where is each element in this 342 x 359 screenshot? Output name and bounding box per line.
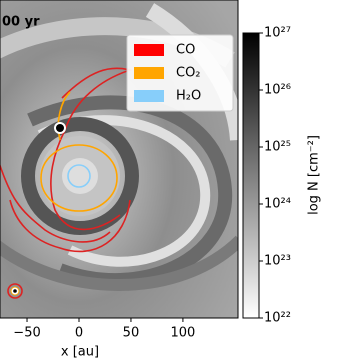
- colorbar-tick-label: 10²⁴: [264, 197, 291, 212]
- x-tick-label: 50: [123, 326, 140, 341]
- colorbar: [242, 32, 260, 319]
- colorbar-tick-label: 10²⁷: [264, 26, 291, 41]
- x-axis-label: x [au]: [61, 345, 99, 359]
- chart-title: 00 yr: [2, 15, 40, 30]
- legend-label: CO: [176, 43, 195, 58]
- colorbar-tick-label: 10²²: [264, 311, 291, 326]
- legend-label: H₂O: [176, 89, 201, 104]
- colorbar-tick-label: 10²⁵: [264, 140, 291, 155]
- legend-swatch: [134, 67, 164, 79]
- x-tick-label: −50: [13, 326, 40, 341]
- legend-label: CO₂: [176, 66, 201, 81]
- colorbar-tick-label: 10²³: [264, 254, 291, 269]
- legend-swatch: [134, 90, 164, 102]
- colorbar-label: log N [cm⁻²]: [307, 135, 322, 215]
- colorbar-tick-label: 10²⁶: [264, 83, 291, 98]
- x-tick-label: 100: [171, 326, 196, 341]
- plot-frame: [0, 0, 239, 319]
- x-tick-label: 0: [75, 326, 83, 341]
- legend-swatch: [134, 44, 164, 56]
